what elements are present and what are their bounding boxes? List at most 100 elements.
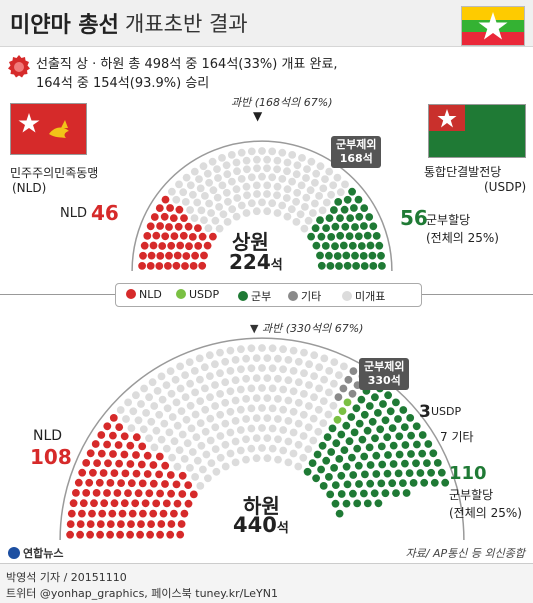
lower-seat-uncounted xyxy=(294,378,303,387)
upper-seat-uncounted xyxy=(278,201,287,210)
upper-seat-uncounted xyxy=(197,206,206,215)
upper-seat-uncounted xyxy=(341,180,349,189)
lower-excluding-military-callout: 군부제외 330석 xyxy=(359,358,410,390)
upper-seat-uncounted xyxy=(273,209,282,217)
lower-seat-military xyxy=(337,430,346,439)
upper-seat-uncounted xyxy=(215,224,224,233)
lower-seat-nld xyxy=(76,520,85,528)
lower-seat-military xyxy=(366,479,375,488)
upper-seat-uncounted xyxy=(316,162,325,171)
upper-seat-uncounted xyxy=(273,165,281,174)
upper-seat-uncounted xyxy=(242,182,251,191)
lower-seat-nld xyxy=(162,499,171,508)
lower-seat-military xyxy=(366,461,375,469)
upper-seat-military xyxy=(348,187,356,196)
lower-seat-nld xyxy=(93,459,101,467)
lower-seat-uncounted xyxy=(236,385,245,394)
yonhap-logo-icon xyxy=(8,547,20,559)
lower-seat-military xyxy=(354,461,363,470)
upper-seat-nld xyxy=(181,262,189,270)
upper-seat-uncounted xyxy=(273,156,282,165)
upper-seat-uncounted xyxy=(263,155,271,164)
upper-seat-uncounted xyxy=(263,207,272,216)
lower-seat-military xyxy=(407,431,415,440)
lower-seat-uncounted xyxy=(178,430,187,439)
lower-seat-nld xyxy=(134,489,143,498)
upper-seat-military xyxy=(334,198,343,206)
upper-military-seats: 56 xyxy=(400,206,428,230)
lower-seat-uncounted xyxy=(305,381,313,389)
lower-seat-military xyxy=(394,469,403,478)
lower-seat-uncounted xyxy=(274,415,282,423)
lower-seat-uncounted xyxy=(185,358,194,366)
lower-seat-uncounted xyxy=(310,372,318,380)
upper-seat-nld xyxy=(146,222,155,231)
upper-seat-nld xyxy=(185,242,193,251)
upper-seat-military xyxy=(360,262,369,270)
lower-seat-nld xyxy=(117,520,125,528)
upper-seat-military xyxy=(327,233,336,241)
lower-seat-nld xyxy=(132,469,141,478)
lower-military-seats: 110 xyxy=(449,463,487,484)
lower-seat-nld xyxy=(166,530,175,539)
lower-seat-uncounted xyxy=(242,455,250,464)
lower-seat-uncounted xyxy=(304,423,313,432)
upper-seat-military xyxy=(348,241,357,250)
upper-seat-uncounted xyxy=(309,209,317,217)
upper-seat-uncounted xyxy=(200,216,208,225)
lower-seat-nld xyxy=(170,509,178,518)
lower-seat-uncounted xyxy=(294,462,303,471)
upper-seat-uncounted xyxy=(172,195,181,204)
lower-seat-military xyxy=(399,406,408,414)
lower-seat-uncounted xyxy=(329,401,338,410)
lower-seat-nld xyxy=(108,509,117,518)
upper-seat-uncounted xyxy=(218,181,227,190)
lower-seat-nld xyxy=(106,520,115,528)
lower-seat-military xyxy=(377,479,386,488)
lower-seat-uncounted xyxy=(252,374,261,382)
lower-seat-military xyxy=(352,404,361,413)
nld-party-abbr: (NLD) xyxy=(12,181,47,195)
lower-seat-uncounted xyxy=(304,445,313,453)
lower-seat-uncounted xyxy=(252,454,261,463)
upper-majority-arrow: ▼ xyxy=(253,109,263,123)
upper-seat-uncounted xyxy=(293,161,302,170)
lower-seat-nld xyxy=(90,499,98,508)
upper-seat-uncounted xyxy=(258,172,266,181)
legend-item-military: 군부 xyxy=(238,288,271,304)
lower-seat-uncounted xyxy=(186,401,195,410)
lower-seat-military xyxy=(427,468,435,477)
legend-label-nld: NLD xyxy=(139,288,162,301)
upper-seat-uncounted xyxy=(268,173,277,182)
lower-seat-usdp xyxy=(338,407,347,415)
upper-seat-uncounted xyxy=(242,156,251,165)
upper-seat-uncounted xyxy=(247,199,256,208)
lower-seat-uncounted xyxy=(258,344,266,352)
lower-seat-military xyxy=(353,444,362,453)
upper-seat-uncounted xyxy=(336,188,345,197)
lower-majority-label: ▼ 과반 (330석의 67%) xyxy=(250,322,364,335)
lower-seat-nld xyxy=(120,499,129,508)
upper-seat-uncounted xyxy=(233,167,241,176)
lower-seat-nld xyxy=(149,479,158,488)
lower-seat-uncounted xyxy=(252,354,261,362)
lower-seat-uncounted xyxy=(216,410,225,419)
lower-seat-uncounted xyxy=(305,402,313,410)
upper-seat-uncounted xyxy=(219,210,228,219)
upper-seat-uncounted xyxy=(288,177,296,186)
lower-seat-uncounted xyxy=(216,348,224,357)
lower-seat-uncounted xyxy=(211,402,220,410)
lower-seat-uncounted xyxy=(268,364,277,373)
upper-seat-uncounted xyxy=(207,209,216,217)
lower-seat-nld xyxy=(155,452,164,461)
upper-seat-uncounted xyxy=(222,188,231,197)
lower-seat-nld xyxy=(88,509,96,518)
lower-seat-uncounted xyxy=(310,393,318,402)
credit-line-2: 트위터 @yonhap_graphics, 페이스북 tuney.kr/LeYN… xyxy=(6,587,278,600)
upper-seat-uncounted xyxy=(209,186,218,195)
upper-seat-uncounted xyxy=(263,181,272,190)
lower-seat-uncounted xyxy=(157,435,166,444)
lower-seat-uncounted xyxy=(300,390,308,398)
lower-seat-uncounted xyxy=(173,421,182,430)
upper-seat-uncounted xyxy=(298,154,306,162)
